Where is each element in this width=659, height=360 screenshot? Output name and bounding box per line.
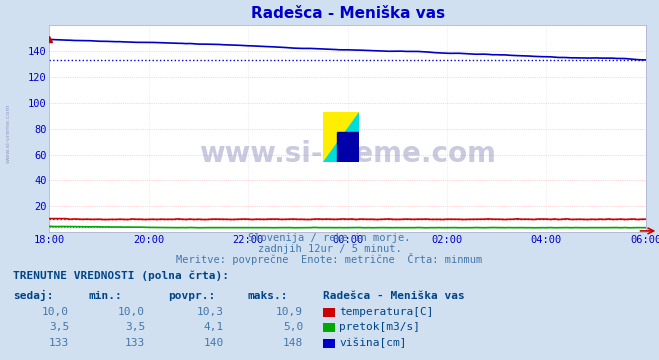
Text: maks.:: maks.: (247, 291, 287, 301)
Text: Radešca - Meniška vas: Radešca - Meniška vas (323, 291, 465, 301)
Text: pretok[m3/s]: pretok[m3/s] (339, 323, 420, 333)
Text: 3,5: 3,5 (125, 323, 145, 333)
Title: Radešca - Meniška vas: Radešca - Meniška vas (250, 6, 445, 21)
Text: 10,9: 10,9 (276, 307, 303, 317)
Text: 4,1: 4,1 (204, 323, 224, 333)
Text: Meritve: povprečne  Enote: metrične  Črta: minmum: Meritve: povprečne Enote: metrične Črta:… (177, 253, 482, 265)
Text: 3,5: 3,5 (49, 323, 69, 333)
Text: povpr.:: povpr.: (168, 291, 215, 301)
Text: sedaj:: sedaj: (13, 290, 53, 301)
Text: 10,0: 10,0 (42, 307, 69, 317)
Text: 140: 140 (204, 338, 224, 348)
Text: Slovenija / reke in morje.: Slovenija / reke in morje. (248, 233, 411, 243)
Text: 10,3: 10,3 (197, 307, 224, 317)
Text: www.si-vreme.com: www.si-vreme.com (199, 140, 496, 167)
Text: temperatura[C]: temperatura[C] (339, 307, 434, 317)
Polygon shape (337, 132, 359, 162)
Text: 133: 133 (49, 338, 69, 348)
Text: 148: 148 (283, 338, 303, 348)
Text: min.:: min.: (89, 291, 123, 301)
Text: www.si-vreme.com: www.si-vreme.com (5, 103, 11, 163)
Text: TRENUTNE VREDNOSTI (polna črta):: TRENUTNE VREDNOSTI (polna črta): (13, 270, 229, 281)
Polygon shape (323, 112, 359, 162)
Polygon shape (323, 112, 359, 162)
Text: 10,0: 10,0 (118, 307, 145, 317)
Text: višina[cm]: višina[cm] (339, 338, 407, 348)
Text: 133: 133 (125, 338, 145, 348)
Text: 5,0: 5,0 (283, 323, 303, 333)
Text: zadnjih 12ur / 5 minut.: zadnjih 12ur / 5 minut. (258, 244, 401, 254)
